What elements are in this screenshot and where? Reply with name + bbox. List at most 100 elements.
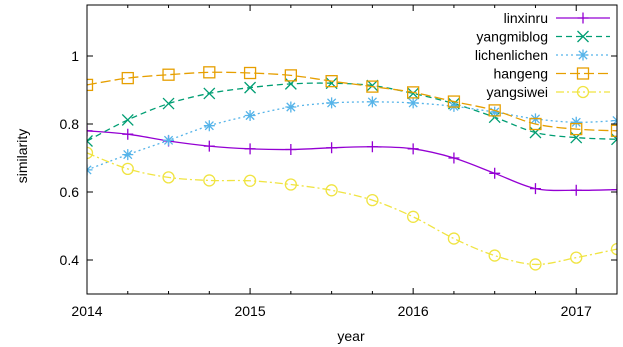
data-point-hangeng-3: [203, 66, 216, 79]
x-tick-label: 2017: [561, 303, 592, 319]
data-point-yangsiwei-1: [121, 162, 134, 176]
data-point-yangmiblog-0: [87, 135, 93, 147]
data-point-lichenlichen-3: [203, 120, 215, 132]
series-lichenlichen: [87, 96, 617, 176]
data-point-linxinru-4: [244, 143, 256, 155]
data-point-yangmiblog-8: [407, 87, 420, 100]
x-axis-label: year: [337, 328, 365, 344]
data-point-linxinru-6: [326, 142, 338, 154]
data-point-yangmiblog-11: [529, 126, 542, 139]
data-point-hangeng-10: [488, 104, 501, 117]
series-line-hangeng: [87, 71, 617, 132]
data-point-linxinru-10: [489, 167, 501, 179]
data-point-linxinru-13: [611, 184, 617, 196]
legend: linxinru yangmiblog lichenlichen hangeng yan…: [475, 10, 610, 100]
series-layer: [87, 66, 617, 271]
legend-label-hangeng: hangeng: [493, 66, 548, 82]
data-point-yangsiwei-11: [529, 258, 542, 271]
data-point-lichenlichen-5: [285, 101, 297, 113]
legend-label-lichenlichen: lichenlichen: [475, 47, 548, 63]
data-point-yangsiwei-2: [162, 171, 175, 184]
data-point-lichenlichen-4: [244, 110, 256, 121]
series-yangsiwei: [87, 146, 617, 271]
data-point-yangmiblog-13: [611, 133, 617, 146]
data-point-lichenlichen-12: [570, 116, 582, 128]
data-point-yangsiwei-6: [325, 184, 338, 197]
data-point-hangeng-2: [162, 68, 175, 81]
data-point-yangmiblog-1: [121, 113, 134, 126]
data-point-linxinru-11: [529, 183, 541, 195]
data-point-linxinru-0: [87, 125, 93, 137]
data-point-lichenlichen-2: [163, 134, 175, 146]
data-point-lichenlichen-9: [448, 100, 460, 112]
y-tick-label: 0.6: [60, 184, 80, 200]
data-point-hangeng-12: [570, 122, 583, 136]
x-tick-label: 2016: [398, 303, 429, 319]
legend-item-lichenlichen: lichenlichen: [475, 47, 610, 63]
legend-item-yangsiwei: yangsiwei: [487, 84, 610, 100]
data-point-hangeng-6: [325, 75, 338, 88]
data-point-hangeng-11: [529, 117, 542, 131]
data-point-linxinru-9: [448, 152, 460, 164]
data-point-yangsiwei-0: [87, 146, 94, 160]
data-point-hangeng-9: [447, 95, 461, 108]
data-point-yangsiwei-4: [243, 174, 257, 187]
data-point-hangeng-8: [407, 86, 420, 99]
data-point-hangeng-7: [366, 80, 379, 93]
data-point-linxinru-1: [122, 128, 134, 140]
series-line-yangsiwei: [87, 152, 617, 266]
legend-label-linxinru: linxinru: [504, 10, 548, 26]
legend-label-yangsiwei: yangsiwei: [487, 84, 548, 100]
y-tick-label: 0.4: [60, 252, 80, 268]
legend-item-hangeng: hangeng: [493, 66, 610, 82]
legend-marker-lichenlichen: [577, 49, 589, 61]
axes-layer: 0.4 0.6 0.8 1 2014 2015 2016 2017: [60, 4, 618, 319]
data-point-yangsiwei-9: [447, 232, 461, 245]
data-point-lichenlichen-6: [326, 97, 338, 109]
legend-item-yangmiblog: yangmiblog: [476, 29, 610, 45]
data-point-yangsiwei-10: [488, 249, 501, 262]
data-point-hangeng-13: [610, 124, 617, 137]
data-point-hangeng-5: [284, 69, 297, 82]
legend-marker-linxinru: [577, 12, 589, 24]
data-point-yangsiwei-13: [610, 242, 617, 256]
data-point-yangmiblog-5: [284, 77, 297, 90]
data-point-yangmiblog-2: [162, 97, 175, 110]
plot-frame: [86, 4, 618, 295]
data-point-hangeng-1: [121, 71, 134, 85]
data-point-lichenlichen-1: [122, 149, 134, 161]
data-point-yangmiblog-3: [203, 87, 216, 100]
legend-item-linxinru: linxinru: [504, 10, 610, 26]
legend-marker-yangsiwei: [576, 85, 590, 99]
data-point-yangmiblog-12: [570, 131, 583, 144]
data-point-linxinru-5: [285, 144, 297, 155]
data-point-linxinru-8: [407, 143, 419, 155]
data-point-yangsiwei-12: [570, 251, 583, 264]
data-point-yangsiwei-8: [407, 210, 420, 223]
data-point-yangsiwei-7: [366, 194, 379, 207]
data-point-hangeng-4: [243, 66, 257, 80]
data-point-linxinru-7: [366, 141, 378, 153]
legend-label-yangmiblog: yangmiblog: [476, 29, 548, 45]
y-tick-label: 1: [71, 48, 79, 64]
data-point-hangeng-0: [87, 78, 94, 92]
series-linxinru: [87, 125, 617, 196]
x-tick-label: 2014: [71, 303, 102, 319]
data-point-lichenlichen-10: [489, 106, 501, 118]
x-tick-label: 2015: [234, 303, 265, 319]
series-line-lichenlichen: [87, 101, 617, 171]
data-point-yangmiblog-7: [366, 79, 379, 92]
y-tick-label: 0.8: [60, 116, 80, 132]
data-point-yangsiwei-3: [203, 174, 216, 187]
legend-marker-yangmiblog: [577, 30, 589, 43]
data-point-yangsiwei-5: [284, 178, 297, 191]
data-point-lichenlichen-7: [366, 96, 378, 108]
data-point-lichenlichen-8: [407, 97, 419, 109]
data-point-linxinru-12: [570, 184, 582, 196]
legend-marker-hangeng: [576, 67, 590, 80]
data-point-yangmiblog-4: [244, 81, 257, 94]
y-axis-label: similarity: [14, 129, 30, 183]
data-point-linxinru-3: [203, 140, 215, 152]
series-hangeng: [87, 66, 617, 137]
